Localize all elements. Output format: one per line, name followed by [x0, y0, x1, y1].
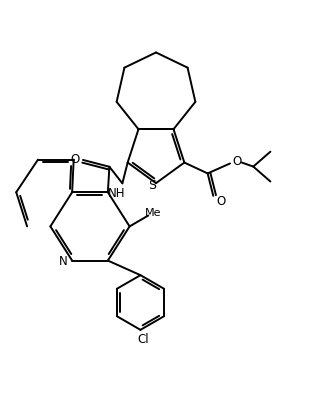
- Text: O: O: [71, 152, 80, 166]
- Text: Cl: Cl: [137, 332, 149, 345]
- Text: S: S: [148, 179, 156, 192]
- Text: O: O: [217, 194, 226, 207]
- Text: O: O: [232, 155, 242, 168]
- Text: N: N: [59, 255, 68, 267]
- Text: Me: Me: [145, 208, 162, 218]
- Text: NH: NH: [108, 186, 125, 199]
